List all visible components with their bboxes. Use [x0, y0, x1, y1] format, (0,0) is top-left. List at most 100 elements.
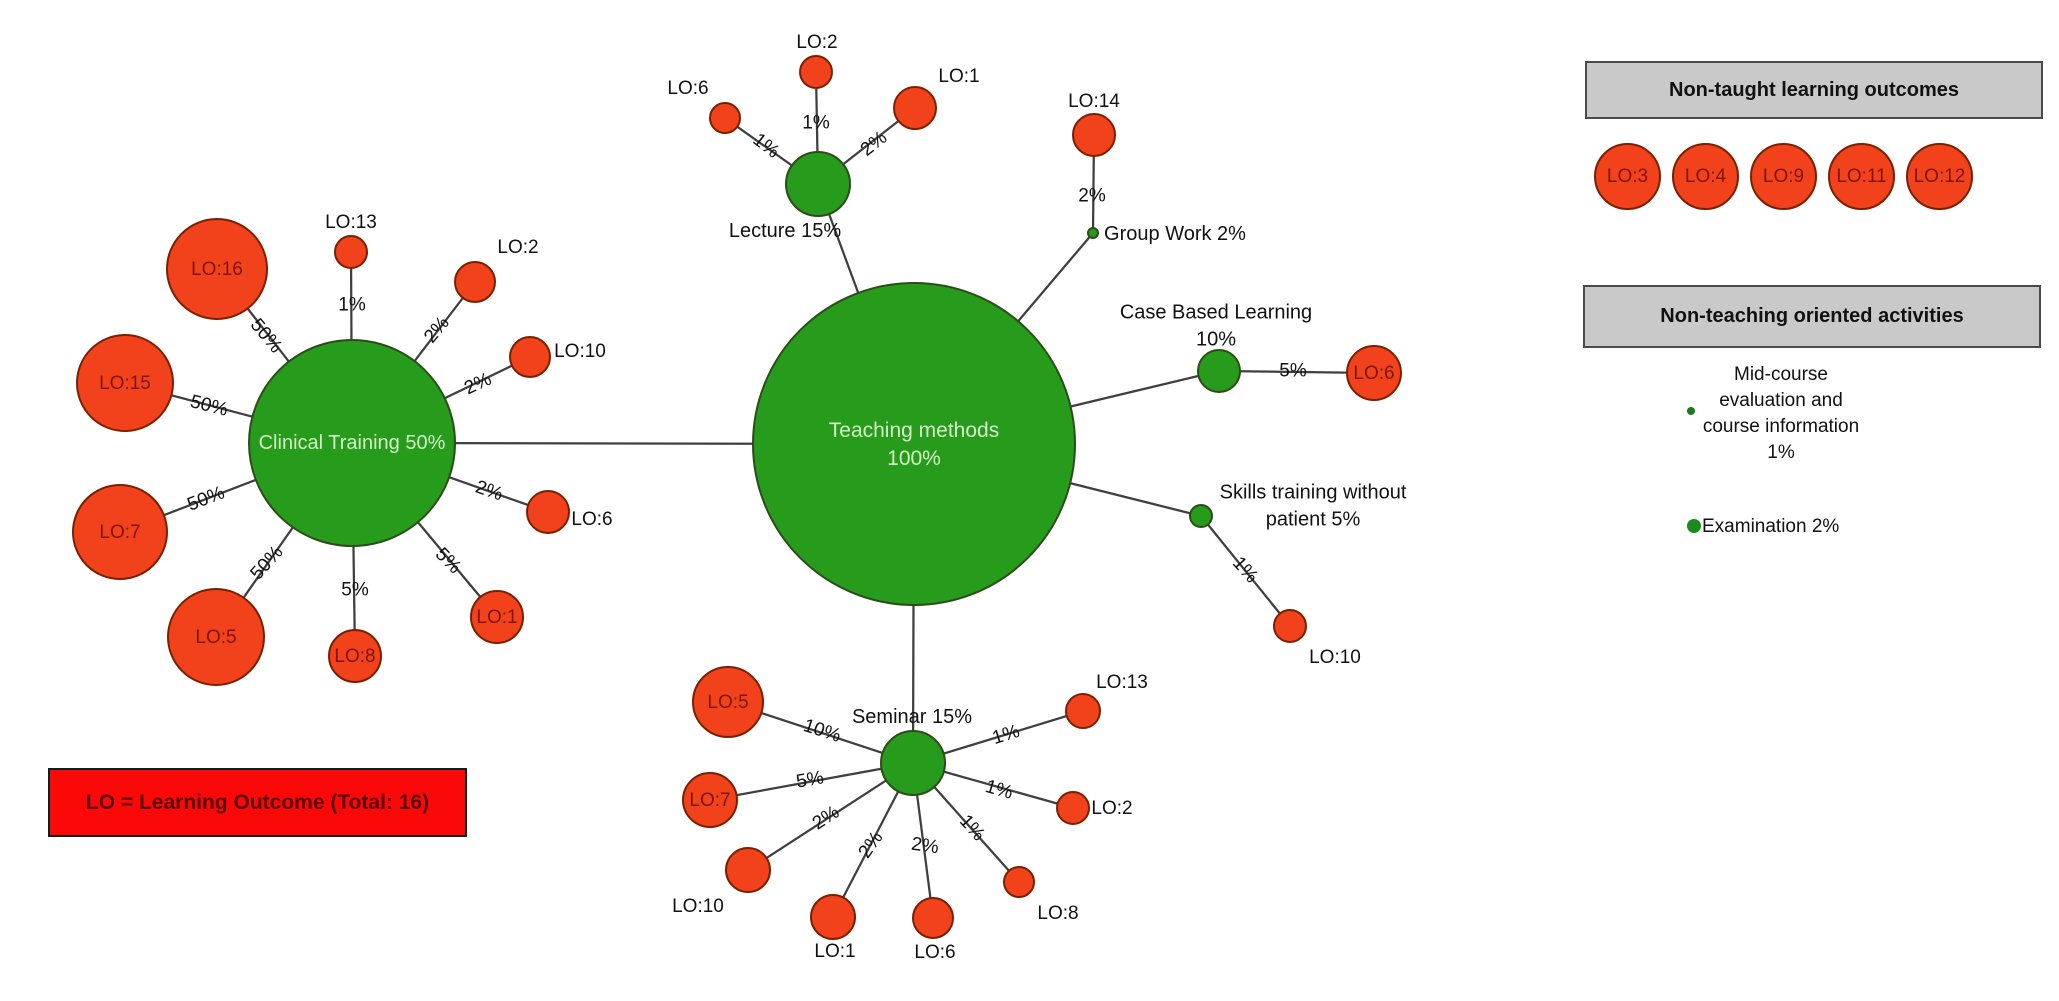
node-label-lo13-seminar: LO:13 — [1096, 672, 1148, 693]
non-teaching-legend-title: Non-teaching oriented activities — [1660, 305, 1964, 327]
node-label-lo8-seminar: LO:8 — [1037, 903, 1078, 924]
node-label-lo16-clinical: LO:16 — [191, 259, 243, 280]
midcourse-green-dot-icon — [1687, 407, 1695, 415]
node-lo15-clinical — [76, 334, 174, 432]
node-lo13-clinical — [334, 235, 368, 269]
legend-lo-circle-lo4: LO:4 — [1672, 143, 1739, 210]
node-lo1-seminar — [810, 894, 856, 940]
node-lo6-seminar — [912, 897, 954, 939]
node-label-lo2-lecture: LO:2 — [796, 32, 837, 53]
edge-label-seminar-lo6-seminar: 2% — [910, 834, 940, 859]
legend-lo-circle-label: LO:3 — [1606, 165, 1649, 187]
node-lo1-lecture — [893, 86, 937, 130]
node-label-teaching: Teaching methods 100% — [829, 419, 999, 470]
node-label-lo7-seminar: LO:7 — [689, 790, 730, 811]
legend-lo-circle-label: LO:11 — [1836, 165, 1887, 187]
node-label-casebased: Case Based Learning 10% — [1120, 302, 1312, 351]
non-taught-legend-box: Non-taught learning outcomes — [1585, 61, 2043, 119]
node-lo6-casebased — [1346, 345, 1402, 401]
node-lo5-clinical — [167, 588, 265, 686]
node-label-lo6-clinical: LO:6 — [571, 509, 612, 530]
node-label-lo6-casebased: LO:6 — [1353, 363, 1394, 384]
node-label-lo10-clinical: LO:10 — [554, 341, 606, 362]
node-skills — [1189, 504, 1213, 528]
edge-label-seminar-lo5-seminar: 10% — [801, 715, 844, 747]
node-groupwork — [1087, 227, 1099, 239]
edge-label-seminar-lo1-seminar: 2% — [855, 828, 888, 863]
node-lo5-seminar — [692, 666, 764, 738]
node-lo7-seminar — [682, 772, 738, 828]
node-label-lo2-seminar: LO:2 — [1091, 798, 1132, 819]
edge-label-clinical-lo10-clinical: 2% — [461, 369, 495, 400]
node-teaching — [752, 282, 1076, 606]
edge-skills-lo10-skills — [1200, 515, 1291, 627]
node-lo14-groupwork — [1072, 113, 1116, 157]
non-taught-lo-circles: LO:3 LO:4 LO:9 LO:11 LO:12 — [1594, 143, 1973, 210]
midcourse-line-4: 1% — [1767, 442, 1795, 463]
non-teaching-legend-box: Non-teaching oriented activities — [1583, 285, 2041, 348]
node-label-lo1-lecture: LO:1 — [938, 66, 979, 87]
node-label-lo6-lecture: LO:6 — [667, 78, 708, 99]
node-lo6-clinical — [526, 490, 570, 534]
node-lo1-clinical — [470, 590, 524, 644]
node-label-lo2-clinical: LO:2 — [497, 237, 538, 258]
node-seminar — [880, 730, 946, 796]
node-label-skills: Skills training without patient 5% — [1220, 482, 1407, 531]
node-lo2-clinical — [454, 261, 496, 303]
legend-lo-circle-label: LO:4 — [1684, 165, 1727, 187]
node-lo7-clinical — [72, 484, 168, 580]
node-lo6-lecture — [709, 102, 741, 134]
node-label-seminar: Seminar 15% — [852, 706, 972, 728]
node-lecture — [785, 151, 851, 217]
node-label-lo13-clinical: LO:13 — [325, 212, 377, 233]
node-label-lo14-groupwork: LO:14 — [1068, 91, 1120, 112]
node-lo10-skills — [1273, 609, 1307, 643]
edge-label-clinical-lo6-clinical: 2% — [473, 477, 506, 506]
legend-lo-circle-lo9: LO:9 — [1750, 143, 1817, 210]
node-label-clinical: Clinical Training 50% — [259, 432, 446, 454]
edge-label-casebased-lo6-casebased: 5% — [1279, 361, 1307, 382]
node-lo13-seminar — [1065, 693, 1101, 729]
midcourse-evaluation-entry: Mid-course evaluation and course informa… — [1659, 362, 1903, 466]
node-label-lo5-seminar: LO:5 — [707, 692, 748, 713]
lo-key-text: LO = Learning Outcome (Total: 16) — [85, 790, 430, 814]
node-label-lo7-clinical: LO:7 — [99, 522, 140, 543]
non-taught-legend-title: Non-taught learning outcomes — [1669, 78, 1959, 101]
node-label-lo6-seminar: LO:6 — [914, 942, 955, 963]
node-lo2-seminar — [1056, 791, 1090, 825]
legend-lo-circle-lo11: LO:11 — [1828, 143, 1895, 210]
node-label-lo1-clinical: LO:1 — [476, 607, 517, 628]
edge-label-seminar-lo13-seminar: 1% — [990, 721, 1023, 749]
node-label-lo5-clinical: LO:5 — [195, 627, 236, 648]
node-clinical — [248, 339, 456, 547]
edge-label-seminar-lo10-seminar: 2% — [809, 802, 844, 835]
node-label-lecture: Lecture 15% — [729, 220, 842, 242]
node-casebased — [1197, 349, 1241, 393]
edge-label-lecture-lo2-lecture: 1% — [802, 113, 830, 134]
node-label-lo8-clinical: LO:8 — [334, 646, 375, 667]
midcourse-line-1: Mid-course — [1734, 364, 1828, 385]
legend-lo-circle-label: LO:9 — [1762, 165, 1805, 187]
node-label-lo15-clinical: LO:15 — [99, 373, 151, 394]
edge-label-clinical-lo13-clinical: 1% — [338, 295, 366, 316]
examination-entry: Examination 2% — [1702, 516, 1840, 537]
node-lo8-seminar — [1003, 866, 1035, 898]
node-lo10-clinical — [509, 336, 551, 378]
edge-label-lecture-lo1-lecture: 2% — [857, 127, 892, 161]
node-lo8-clinical — [328, 629, 382, 683]
node-label-lo1-seminar: LO:1 — [814, 941, 855, 962]
edge-label-clinical-lo7-clinical: 50% — [184, 482, 227, 515]
node-label-lo10-seminar: LO:10 — [672, 896, 724, 917]
legend-lo-circle-lo3: LO:3 — [1594, 143, 1661, 210]
examination-green-dot-icon — [1687, 519, 1701, 533]
edge-label-skills-lo10-skills: 1% — [1228, 553, 1262, 588]
node-lo16-clinical — [166, 218, 268, 320]
midcourse-line-2: evaluation and — [1719, 390, 1843, 411]
edge-seminar-lo7-seminar — [709, 761, 914, 802]
legend-lo-circle-label: LO:12 — [1913, 165, 1966, 187]
node-lo10-seminar — [725, 847, 771, 893]
edge-label-clinical-lo15-clinical: 50% — [188, 391, 230, 421]
edge-label-seminar-lo2-seminar: 1% — [983, 776, 1015, 804]
edge-label-clinical-lo8-clinical: 5% — [341, 580, 369, 601]
